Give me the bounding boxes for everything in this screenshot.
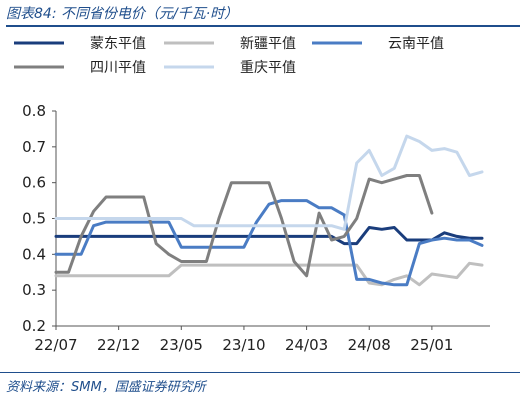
y-tick-label: 0.3 xyxy=(22,281,46,299)
y-tick-label: 0.5 xyxy=(22,210,46,228)
y-tick-label: 0.8 xyxy=(22,102,46,120)
y-tick-label: 0.7 xyxy=(22,138,46,156)
legend-label-2: 新疆平值 xyxy=(240,36,296,52)
x-tick-label: 24/08 xyxy=(348,336,391,354)
figure-title-text: 图表84: 不同省份电价（元/千瓦·时） xyxy=(6,6,239,22)
legend-label-4: 四川平值 xyxy=(90,60,146,76)
source-divider xyxy=(0,372,520,373)
figure-source: 资料来源：SMM，国盛证券研究所 xyxy=(6,380,206,395)
y-tick-label: 0.2 xyxy=(22,317,46,335)
series-line-1 xyxy=(54,226,484,246)
y-tick-label: 0.4 xyxy=(22,245,46,263)
legend-label-5: 重庆平值 xyxy=(240,60,296,76)
series-line-2 xyxy=(54,261,484,287)
legend-label-1: 蒙东平值 xyxy=(90,36,146,52)
x-tick-label: 25/01 xyxy=(410,336,453,354)
series-line-5 xyxy=(54,134,484,231)
figure-title: 图表84: 不同省份电价（元/千瓦·时） xyxy=(6,3,520,27)
legend-label-3: 云南平值 xyxy=(388,36,444,52)
y-tick-label: 0.6 xyxy=(22,174,46,192)
title-divider xyxy=(6,25,520,27)
series-line-4 xyxy=(54,174,434,278)
x-tick-label: 24/03 xyxy=(285,336,328,354)
x-tick-label: 23/10 xyxy=(222,336,265,354)
x-tick-label: 22/12 xyxy=(97,336,140,354)
x-tick-label: 22/07 xyxy=(34,336,77,354)
x-tick-label: 23/05 xyxy=(160,336,203,354)
series-line-3 xyxy=(54,199,484,287)
